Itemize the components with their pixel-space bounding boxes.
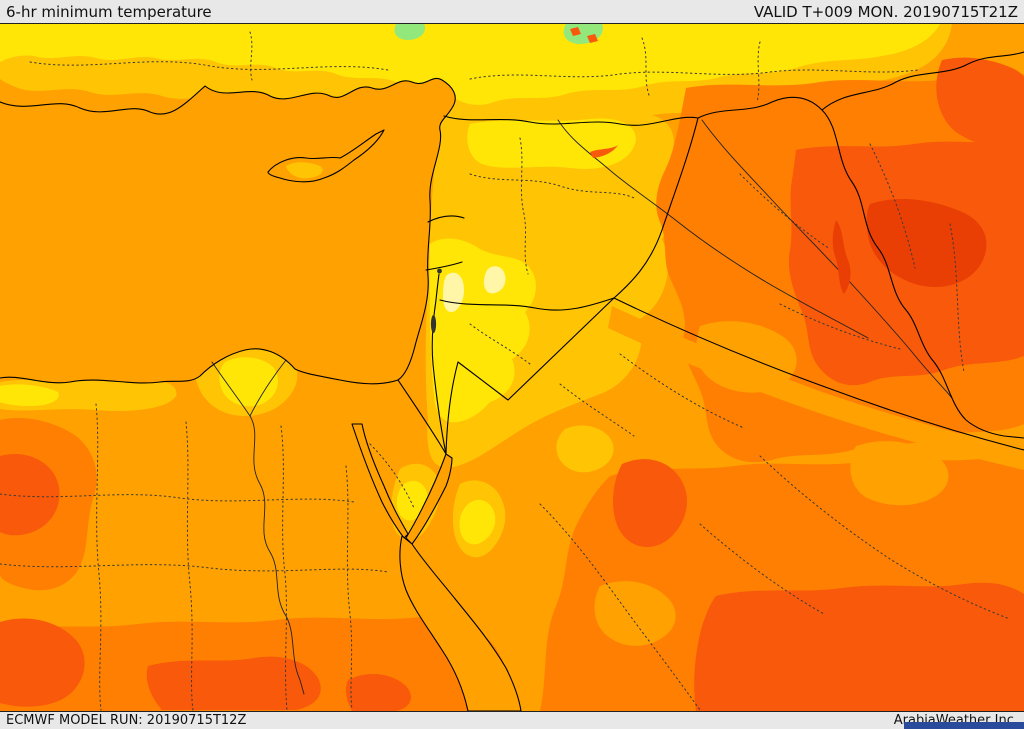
map-shape [345, 674, 411, 711]
nile-river [249, 415, 305, 695]
map-shape [469, 173, 635, 199]
map-shape [280, 425, 288, 711]
brand-blue-bar [904, 722, 1024, 729]
map-shape [850, 441, 949, 506]
map-shape [608, 306, 1024, 470]
turkey-iraq-iran-border [697, 96, 1024, 439]
lake-tharthar [832, 220, 851, 294]
map-shape [949, 223, 965, 373]
map-shape [756, 41, 761, 103]
temperature-map [0, 24, 1024, 711]
map-shape [345, 465, 353, 711]
red-sea [399, 535, 522, 711]
map-shape [0, 24, 940, 105]
map-shape [779, 303, 901, 350]
model-run-label: ECMWF MODEL RUN: 20190715T12Z [6, 713, 247, 728]
lake-assad [590, 145, 618, 158]
cyprus-island [267, 129, 385, 183]
map-shape [0, 454, 60, 536]
jordan-syria-border [439, 297, 615, 311]
map-shape [619, 353, 745, 429]
header-bar: 6-hr minimum temperature VALID T+009 MON… [0, 0, 1024, 24]
map-shape [641, 37, 651, 99]
map-shape [519, 137, 529, 275]
israel-jordan-border [431, 273, 447, 455]
mediterranean-sea [0, 78, 456, 384]
map-shape [146, 656, 321, 710]
map-shape [483, 266, 506, 294]
syria-iraq-border [613, 117, 699, 299]
map-shape [95, 403, 102, 711]
map-shape [0, 493, 355, 503]
footer-bar: ECMWF MODEL RUN: 20190715T12Z ArabiaWeat… [0, 711, 1024, 729]
map-shape [0, 563, 389, 573]
map-shape [29, 61, 389, 71]
map-shape [759, 455, 1011, 620]
map-shape [394, 24, 426, 40]
map-shape [556, 425, 614, 473]
map-shape [866, 198, 987, 288]
map-shape [0, 78, 456, 384]
map-shape [869, 143, 916, 269]
lebanon-north-border [427, 215, 465, 223]
turkey-iran-border [821, 51, 1024, 111]
map-shape [539, 503, 701, 711]
mediterranean-coastline [0, 78, 456, 385]
admin-boundaries-dotted [0, 31, 1011, 711]
country-borders [0, 51, 1024, 455]
map-shape [469, 69, 919, 80]
map-shape [459, 499, 496, 545]
lake-van-mark-2 [587, 34, 598, 43]
lebanon-south-border [425, 261, 463, 271]
lakes-and-marks [430, 27, 851, 333]
map-shape [0, 618, 85, 707]
map-shape [185, 421, 194, 711]
map-shape [594, 581, 676, 646]
map-shape [0, 384, 59, 406]
jordan-saudi-border [445, 297, 615, 455]
euphrates-river [557, 119, 869, 339]
dead-sea [430, 315, 437, 333]
map-shape [559, 383, 635, 437]
turkey-syria-border [443, 115, 699, 126]
nile-delta-branch-west [211, 361, 251, 417]
map-shape [613, 459, 687, 548]
map-shape [469, 323, 531, 365]
valid-time-label: VALID T+009 MON. 20190715T21Z [753, 2, 1018, 21]
map-shape [249, 31, 253, 81]
sea-of-galilee [437, 268, 442, 274]
red-sea-and-gulfs [351, 423, 522, 711]
gulf-of-suez [351, 423, 409, 539]
nile-delta-branch-east [249, 359, 287, 417]
map-shape [396, 480, 428, 521]
map-shape [219, 357, 278, 407]
gulf-of-aqaba [405, 453, 453, 545]
map-shape [936, 57, 1024, 147]
map-shape [699, 523, 825, 615]
map-title: 6-hr minimum temperature [6, 2, 212, 21]
map-shape [369, 443, 415, 509]
map-shape [467, 118, 636, 169]
map-shape [739, 173, 831, 250]
iraq-saudi-border [613, 297, 1024, 451]
egypt-israel-border [397, 379, 447, 455]
lake-van-mark-1 [570, 27, 581, 36]
map-shape [694, 582, 1024, 711]
map-area [0, 24, 1024, 711]
map-shape [286, 162, 323, 179]
